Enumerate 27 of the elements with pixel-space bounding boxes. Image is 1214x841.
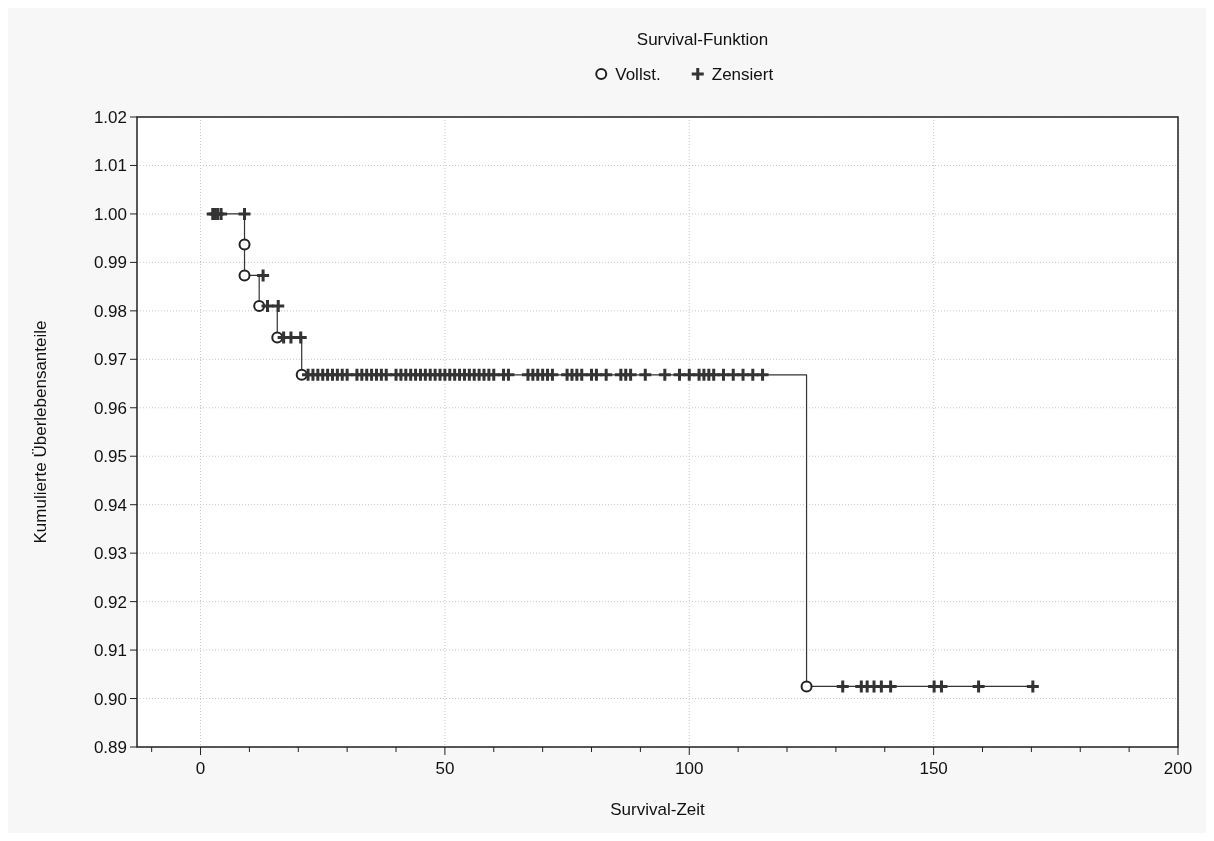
y-tick-label: 0.98 xyxy=(93,301,127,321)
y-tick-label: 0.99 xyxy=(93,253,127,273)
y-tick-label: 0.89 xyxy=(93,738,127,757)
y-tick-label: 0.91 xyxy=(93,641,127,661)
x-tick-label: 50 xyxy=(435,759,455,778)
y-tick-label: 0.90 xyxy=(93,689,127,709)
legend-title: Survival-Funktion xyxy=(636,30,769,49)
point xyxy=(800,680,813,693)
y-tick-label: 0.94 xyxy=(93,495,127,515)
y-tick-label: 0.96 xyxy=(93,398,127,418)
y-tick-label: 0.92 xyxy=(93,592,127,612)
y-axis-title: Kumulierte Überlebensanteile xyxy=(31,320,50,544)
x-tick-label: 0 xyxy=(195,759,206,778)
point xyxy=(238,238,251,251)
y-tick-label: 0.95 xyxy=(93,447,127,467)
y-tick-label: 1.00 xyxy=(93,204,127,224)
legend-label: Zensiert xyxy=(711,65,774,84)
x-tick-label: 100 xyxy=(675,759,704,778)
y-tick-label: 0.93 xyxy=(93,544,127,564)
legend-label: Vollst. xyxy=(615,65,661,84)
y-tick-label: 1.01 xyxy=(93,156,127,176)
y-tick-label: 0.97 xyxy=(93,350,127,370)
x-axis-title: Survival-Zeit xyxy=(610,800,706,819)
point xyxy=(238,269,251,282)
x-tick-label: 150 xyxy=(919,759,948,778)
y-tick-label: 1.02 xyxy=(93,108,127,127)
x-tick-label: 200 xyxy=(1163,759,1193,778)
